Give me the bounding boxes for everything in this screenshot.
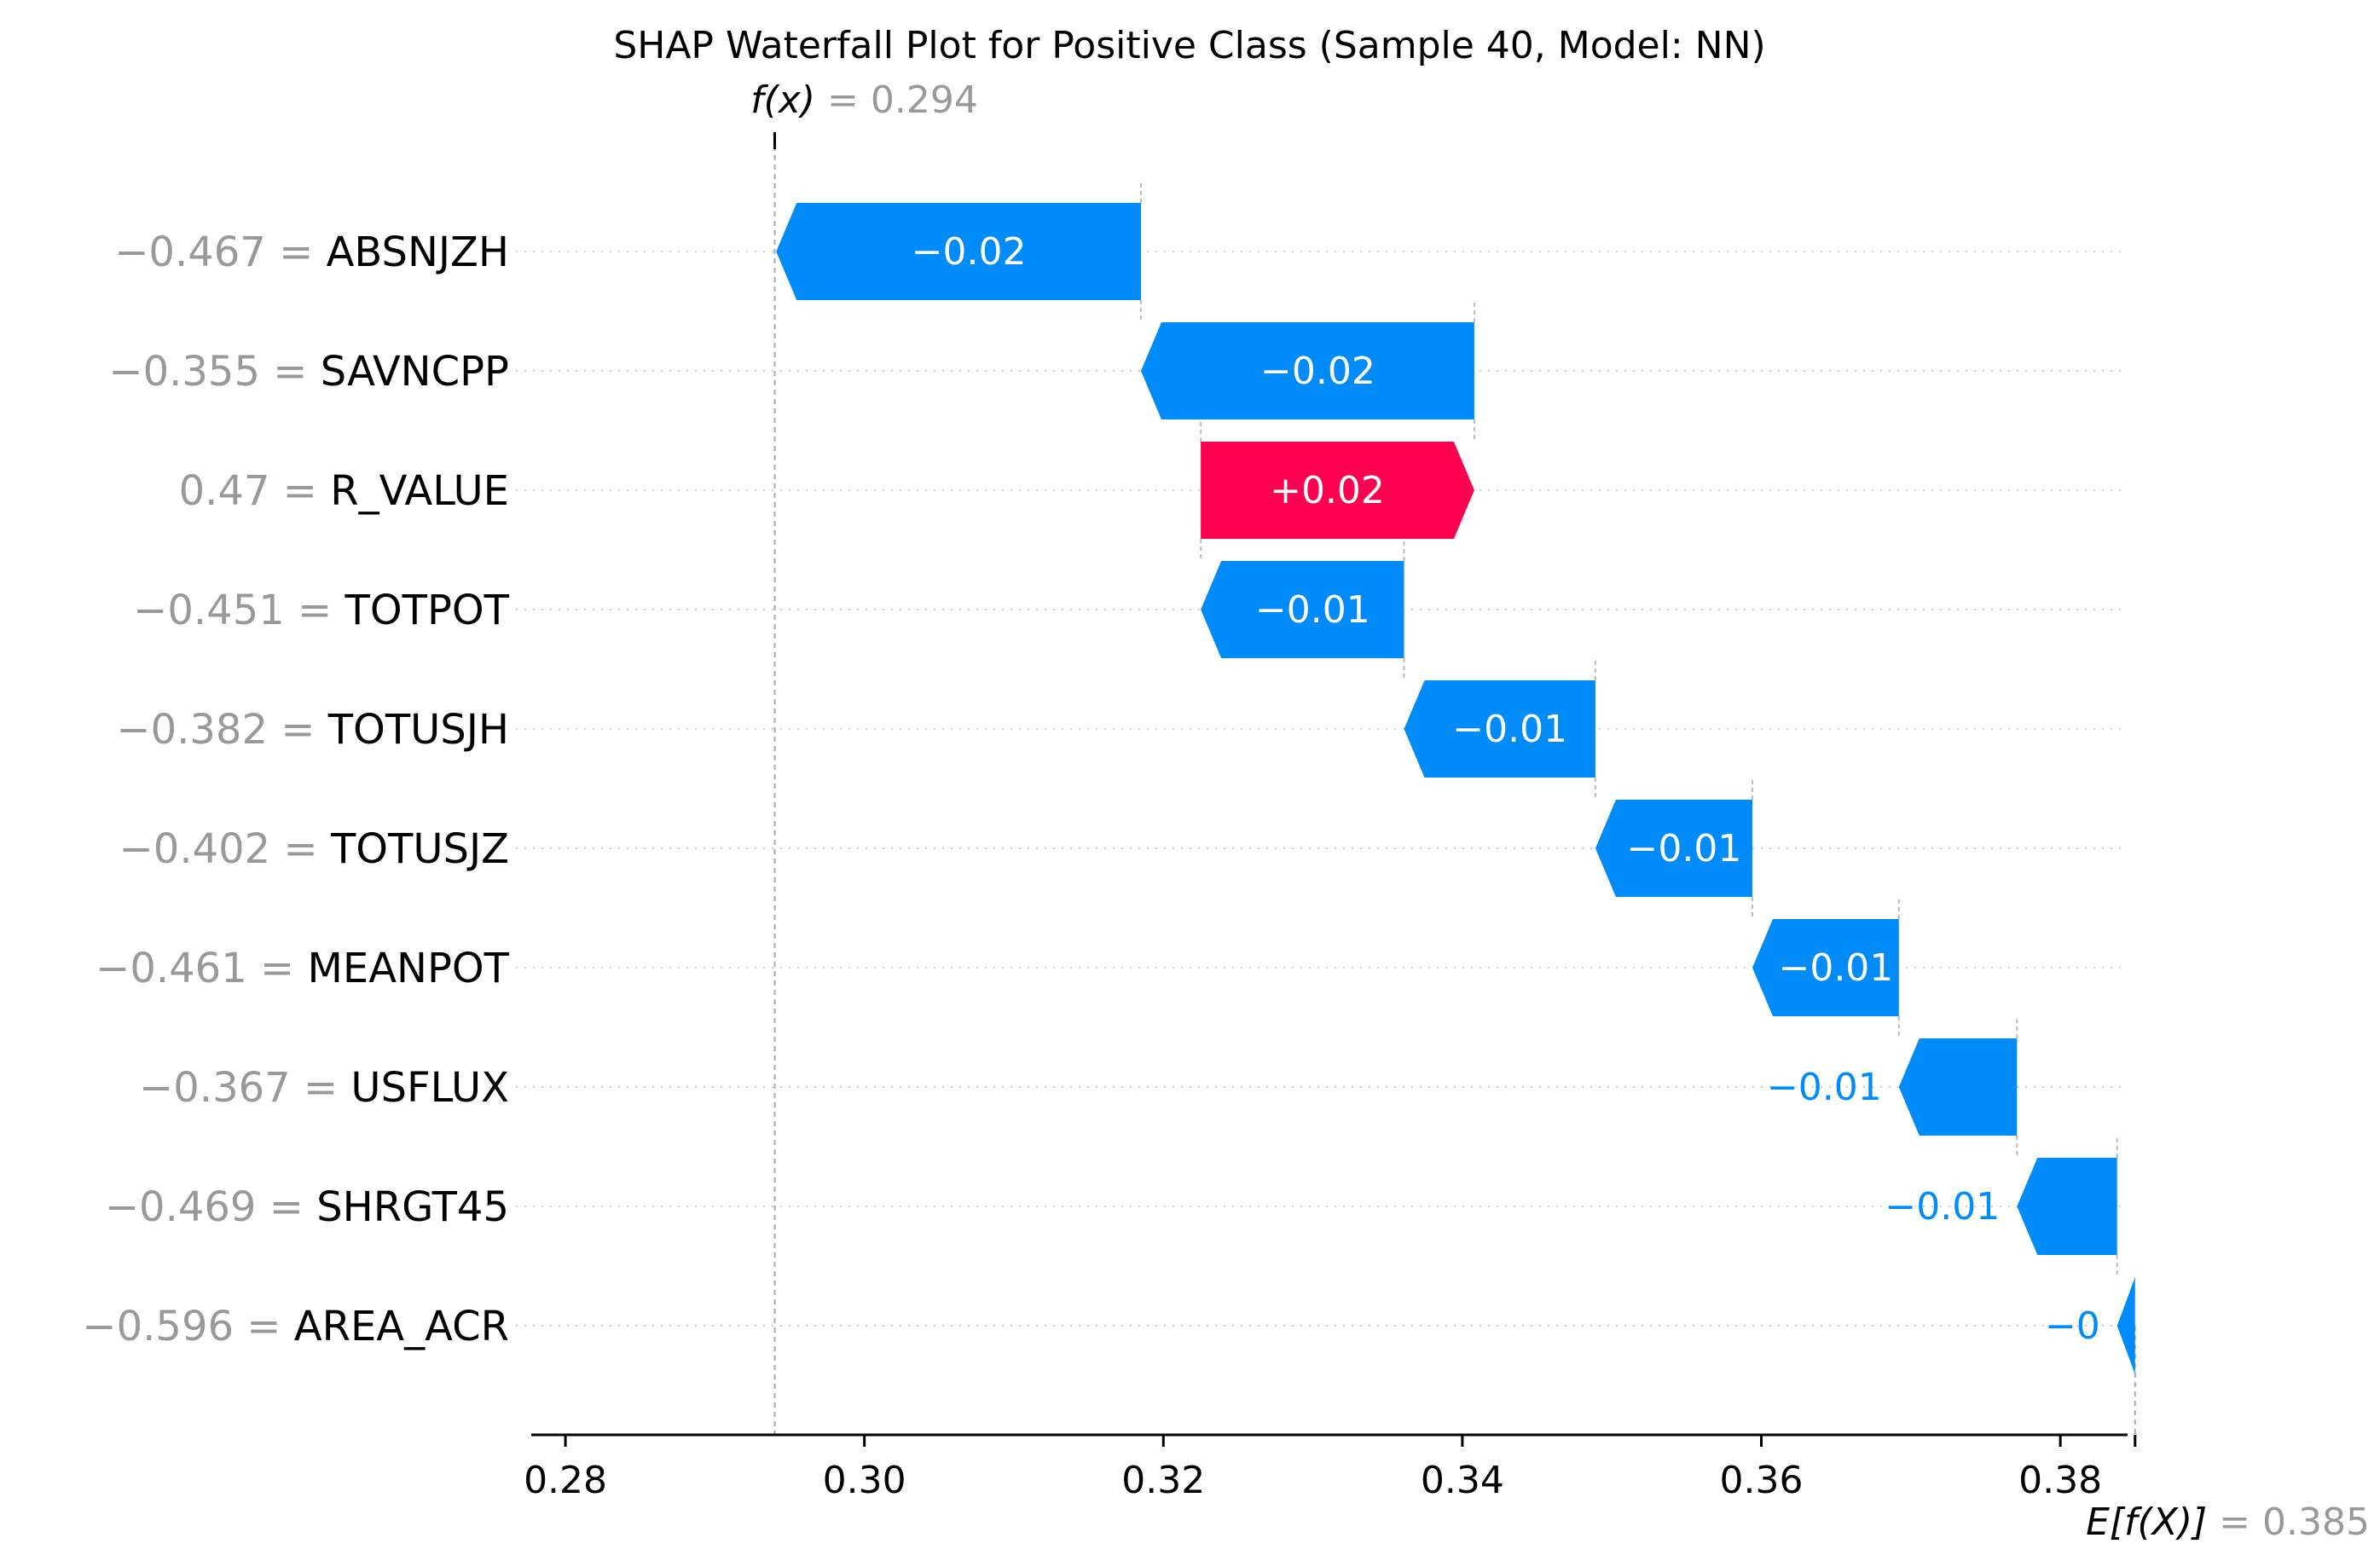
negative-bar bbox=[1595, 800, 1752, 897]
negative-bar bbox=[1404, 680, 1595, 778]
feature-row: −0.469 = SHRGT45 −0.01 bbox=[105, 1158, 2117, 1255]
feature-eq: = bbox=[291, 1064, 351, 1112]
negative-bar bbox=[2017, 1158, 2117, 1255]
feature-row: −0.402 = TOTUSJZ −0.01 bbox=[119, 800, 1752, 897]
x-axis: 0.28 0.30 0.32 0.34 0.36 0.38 bbox=[524, 1433, 2137, 1502]
feature-eq: = bbox=[268, 706, 328, 754]
feature-label: −0.367 = USFLUX bbox=[139, 1064, 509, 1112]
feature-value: −0.467 bbox=[114, 228, 266, 276]
x-tick-label: 0.28 bbox=[524, 1459, 607, 1502]
base-eq: = 0.385 bbox=[2207, 1501, 2370, 1544]
feature-eq: = bbox=[285, 587, 345, 634]
feature-name: USFLUX bbox=[350, 1064, 509, 1112]
feature-name: TOTPOT bbox=[345, 587, 510, 634]
negative-bar bbox=[1752, 919, 1899, 1016]
feature-name: R_VALUE bbox=[330, 467, 509, 515]
feature-eq: = bbox=[260, 348, 321, 396]
chart-title: SHAP Waterfall Plot for Positive Class (… bbox=[613, 24, 1765, 67]
feature-name: SAVNCPP bbox=[321, 348, 509, 396]
bar-value-label: −0.01 bbox=[1778, 946, 1893, 990]
feature-value: −0.355 bbox=[108, 348, 260, 396]
bar-value-label: −0.01 bbox=[1452, 708, 1567, 751]
feature-eq: = bbox=[270, 825, 331, 873]
base-value-label: E[f(X)] = 0.385 bbox=[2086, 1501, 2370, 1544]
feature-label: −0.461 = MEANPOT bbox=[96, 945, 510, 992]
output-eq: = 0.294 bbox=[815, 78, 978, 122]
output-value-marker: f(x) = 0.294 bbox=[750, 78, 978, 122]
connector-lines bbox=[773, 132, 2136, 1435]
bar-value-label: −0.01 bbox=[1767, 1066, 1882, 1109]
feature-value: 0.47 bbox=[179, 467, 270, 515]
feature-label: −0.355 = SAVNCPP bbox=[108, 348, 509, 396]
negative-bar bbox=[1201, 561, 1404, 658]
feature-name: MEANPOT bbox=[307, 945, 509, 992]
positive-bar bbox=[1201, 442, 1474, 539]
feature-label: −0.469 = SHRGT45 bbox=[105, 1183, 509, 1231]
feature-value: −0.382 bbox=[116, 706, 268, 754]
feature-name: TOTUSJH bbox=[327, 706, 509, 754]
feature-rows: −0.467 = ABSNJZH −0.02−0.355 = SAVNCPP −0.… bbox=[82, 203, 2135, 1374]
feature-value: −0.402 bbox=[119, 825, 271, 873]
base-value-marker: E[f(X)] = 0.385 bbox=[2086, 1501, 2370, 1544]
bar-value-label: −0.01 bbox=[1255, 588, 1370, 632]
negative-bar bbox=[1898, 1038, 2018, 1136]
feature-row: −0.367 = USFLUX −0.01 bbox=[139, 1038, 2018, 1136]
feature-eq: = bbox=[266, 228, 327, 276]
feature-value: −0.451 bbox=[133, 587, 285, 634]
output-func: f(x) bbox=[750, 78, 815, 122]
feature-eq: = bbox=[270, 467, 331, 515]
x-tick-label: 0.36 bbox=[1720, 1459, 1804, 1502]
x-tick-label: 0.32 bbox=[1121, 1459, 1205, 1502]
base-func: E[f(X)] bbox=[2086, 1501, 2207, 1544]
output-value-label: f(x) = 0.294 bbox=[750, 78, 978, 122]
x-tick-label: 0.30 bbox=[823, 1459, 906, 1502]
feature-row: −0.596 = AREA_ACR −0 bbox=[82, 1277, 2135, 1374]
bar-value-label: −0.01 bbox=[1627, 827, 1742, 870]
negative-bar bbox=[2117, 1277, 2135, 1374]
feature-row: −0.451 = TOTPOT −0.01 bbox=[133, 561, 1404, 658]
feature-row: 0.47 = R_VALUE +0.02 bbox=[179, 442, 1474, 539]
feature-row: −0.467 = ABSNJZH −0.02 bbox=[114, 203, 1141, 300]
feature-eq: = bbox=[234, 1303, 294, 1350]
negative-bar bbox=[1140, 322, 1474, 419]
bar-value-label: +0.02 bbox=[1270, 469, 1385, 512]
feature-value: −0.461 bbox=[96, 945, 247, 992]
x-tick-label: 0.34 bbox=[1421, 1459, 1504, 1502]
bar-value-label: −0 bbox=[2045, 1304, 2100, 1348]
negative-bar bbox=[776, 203, 1141, 300]
feature-eq: = bbox=[247, 945, 308, 992]
feature-name: SHRGT45 bbox=[316, 1183, 509, 1231]
feature-row: −0.382 = TOTUSJH −0.01 bbox=[116, 680, 1595, 778]
feature-value: −0.469 bbox=[105, 1183, 257, 1231]
feature-label: 0.47 = R_VALUE bbox=[179, 467, 509, 515]
feature-name: AREA_ACR bbox=[294, 1303, 509, 1350]
feature-name: ABSNJZH bbox=[327, 228, 509, 276]
feature-eq: = bbox=[256, 1183, 316, 1231]
feature-value: −0.596 bbox=[82, 1303, 234, 1350]
feature-label: −0.467 = ABSNJZH bbox=[114, 228, 509, 276]
feature-row: −0.461 = MEANPOT −0.01 bbox=[96, 919, 1899, 1016]
feature-label: −0.402 = TOTUSJZ bbox=[119, 825, 509, 873]
feature-value: −0.367 bbox=[139, 1064, 291, 1112]
feature-label: −0.451 = TOTPOT bbox=[133, 587, 510, 634]
feature-row: −0.355 = SAVNCPP −0.02 bbox=[108, 322, 1474, 419]
bar-value-label: −0.01 bbox=[1885, 1185, 2000, 1229]
feature-label: −0.382 = TOTUSJH bbox=[116, 706, 509, 754]
x-tick-label: 0.38 bbox=[2018, 1459, 2102, 1502]
feature-name: TOTUSJZ bbox=[330, 825, 509, 873]
bar-value-label: −0.02 bbox=[912, 230, 1027, 274]
feature-label: −0.596 = AREA_ACR bbox=[82, 1303, 509, 1350]
bar-value-label: −0.02 bbox=[1260, 350, 1375, 393]
